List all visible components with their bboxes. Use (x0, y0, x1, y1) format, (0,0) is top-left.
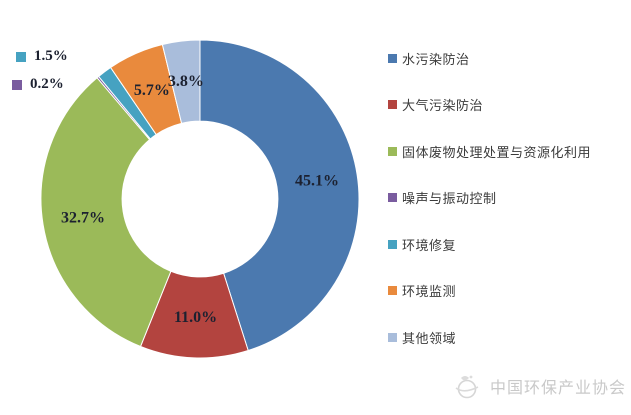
legend-swatch-red (388, 100, 397, 110)
pie-slice-2 (40, 77, 172, 348)
association-logo-icon (455, 375, 479, 399)
legend-swatch-teal (16, 51, 26, 62)
legend-swatch-purple (388, 193, 397, 203)
callout-value: 1.5% (34, 48, 68, 64)
legend-item-noise-vibration: 噪声与振动控制 (388, 175, 628, 222)
legend-label: 水污染防治 (402, 52, 470, 68)
watermark: 中国环保产业协会 (452, 370, 626, 402)
legend-label: 大气污染防治 (402, 99, 484, 115)
legend-swatch-green (388, 146, 397, 156)
legend-label: 固体废物处理处置与资源化利用 (402, 145, 592, 161)
legend-swatch-blue (388, 53, 397, 63)
callout-huanjing-xiufu: 1.5% (16, 48, 68, 65)
legend-item-water-pollution: 水污染防治 (388, 35, 628, 82)
callout-zaosheng-kongzhi: 0.2% (12, 76, 64, 93)
pie-slice-6 (161, 39, 201, 124)
chart-legend: 水污染防治 大气污染防治 固体废物处理处置与资源化利用 噪声与振动控制 环境修复… (388, 35, 628, 361)
legend-item-monitoring: 环境监测 (388, 268, 628, 315)
callout-value: 0.2% (30, 76, 64, 92)
legend-swatch-teal (388, 239, 397, 249)
pie-slice-0 (199, 39, 360, 352)
slice-label-6: 3.8% (168, 73, 204, 90)
legend-label: 环境修复 (402, 238, 457, 254)
donut-chart: 45.1% 11.0% 32.7% 5.7% 3.8% (40, 39, 360, 359)
legend-swatch-orange (388, 286, 397, 296)
slice-label-1: 11.0% (174, 309, 217, 326)
donut-chart-svg: 45.1% 11.0% 32.7% 5.7%3.8% (40, 39, 360, 359)
slice-label-2: 32.7% (61, 209, 105, 226)
legend-item-solid-waste: 固体废物处理处置与资源化利用 (388, 128, 628, 175)
legend-label: 其他领域 (402, 331, 457, 347)
legend-label: 噪声与振动控制 (402, 192, 497, 208)
legend-item-remediation: 环境修复 (388, 221, 628, 268)
slice-label-0: 45.1% (295, 172, 339, 189)
legend-swatch-lavender (388, 332, 397, 342)
slice-label-5: 5.7% (134, 82, 170, 99)
legend-swatch-purple (12, 79, 22, 90)
legend-item-air-pollution: 大气污染防治 (388, 82, 628, 129)
watermark-text: 中国环保产业协会 (490, 378, 627, 397)
legend-label: 环境监测 (402, 285, 457, 301)
legend-item-other: 其他领域 (388, 314, 628, 361)
